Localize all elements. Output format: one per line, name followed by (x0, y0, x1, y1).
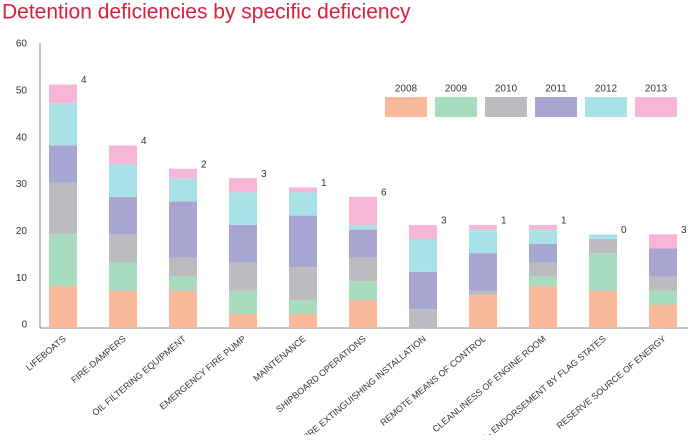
y-tick-label: 40 (16, 132, 28, 143)
data-label: 4 (81, 75, 87, 86)
y-tick-label: 50 (16, 85, 28, 96)
bar-segment (49, 145, 77, 183)
bar-segment (349, 196, 377, 225)
x-tick-label: RESERVE SOURCE OF ENERGY (555, 334, 668, 431)
legend-label: 2009 (445, 84, 468, 95)
bar-segment (169, 168, 197, 179)
bar-segment (289, 187, 317, 193)
bar-segment (349, 299, 377, 328)
bar-segment (589, 290, 617, 328)
bar-segment (229, 290, 257, 314)
data-label: 3 (681, 225, 687, 236)
bar-segment (49, 84, 77, 104)
legend-label: 2012 (595, 84, 618, 95)
legend-label: 2011 (545, 84, 567, 95)
bar-segment (229, 224, 257, 263)
bar-segment (469, 224, 497, 230)
y-tick-label: 10 (16, 273, 28, 284)
y-tick-label: 30 (16, 179, 28, 190)
legend-label: 2008 (395, 84, 418, 95)
legend-swatch (435, 97, 477, 117)
x-tick-label: LIFEBOATS (24, 334, 68, 373)
bar-segment (409, 224, 437, 240)
legend-swatch (585, 97, 627, 117)
data-label: 3 (441, 216, 447, 227)
bar-segment (649, 234, 677, 249)
bar-segment (649, 304, 677, 328)
data-label: 4 (141, 136, 147, 147)
x-tick-label: CLEANLINESS OF ENGINE ROOM (431, 334, 548, 435)
bar-segment (169, 178, 197, 202)
bar-segment (169, 290, 197, 328)
bar-segment (529, 229, 557, 244)
bar-segment (229, 313, 257, 328)
bar-segment (589, 253, 617, 291)
bar-segment (109, 262, 137, 291)
y-tick-label: 60 (16, 39, 28, 50)
bar-segment (289, 215, 317, 268)
bar-segment (469, 290, 497, 296)
bar-segment (349, 281, 377, 300)
legend-swatch (485, 97, 527, 117)
bar-segment (49, 103, 77, 146)
data-label: 1 (501, 216, 507, 227)
bar-segment (229, 178, 257, 193)
legend-swatch (385, 97, 427, 117)
legend-label: 2010 (495, 84, 518, 95)
legend-swatch (635, 97, 677, 117)
bar-segment (289, 267, 317, 300)
bar-segment (289, 313, 317, 328)
x-tick-label: REMOTE MEANS OF CONTROL (378, 334, 487, 428)
bar-segment (49, 182, 77, 235)
bar-segment (529, 243, 557, 263)
data-label: 3 (261, 169, 267, 180)
bar-segment (169, 201, 197, 258)
bar-segment (49, 285, 77, 328)
bar-segment (109, 290, 137, 328)
bar-segment (169, 257, 197, 277)
x-tick-label: MAINTENANCE (251, 334, 308, 384)
legend-swatch (535, 97, 577, 117)
bar-segment (109, 234, 137, 263)
bar-segment (349, 229, 377, 258)
data-label: 1 (561, 216, 567, 227)
bar-segment (649, 290, 677, 305)
bar-segment (229, 192, 257, 225)
data-label: 1 (321, 178, 327, 189)
x-tick-label: FIRE-DAMPERS (69, 334, 128, 385)
bar-segment (529, 224, 557, 230)
y-tick-label: 0 (21, 320, 27, 331)
bar-segment (469, 253, 497, 291)
bar-segment (649, 248, 677, 277)
bar-segment (409, 309, 437, 328)
bar-segment (169, 276, 197, 291)
x-tick-label: OIL FILTERING EQUIPMENT (90, 333, 188, 417)
data-label: 2 (201, 159, 207, 170)
bar-segment (49, 234, 77, 286)
y-tick-label: 20 (16, 226, 28, 237)
bar-segment (529, 285, 557, 328)
bar-segment (649, 276, 677, 291)
data-label: 6 (381, 188, 387, 199)
bar-segment (109, 196, 137, 235)
bar-segment (409, 239, 437, 272)
bar-segment (109, 164, 137, 197)
bar-segment (469, 295, 497, 328)
data-label: 0 (621, 225, 627, 236)
bar-segment (229, 262, 257, 291)
bar-segment (289, 299, 317, 314)
bar-segment (289, 192, 317, 216)
legend-label: 2013 (645, 84, 668, 95)
bar-segment (529, 276, 557, 286)
bar-segment (589, 234, 617, 240)
bar-segment (409, 271, 437, 310)
bar-segment (529, 262, 557, 277)
bar-segment (469, 229, 497, 254)
bar-segment (349, 224, 377, 230)
bar-segment (589, 239, 617, 254)
chart-title: Detention deficiencies by specific defic… (2, 1, 411, 24)
bar-segment (349, 257, 377, 282)
bar-segment (109, 145, 137, 165)
